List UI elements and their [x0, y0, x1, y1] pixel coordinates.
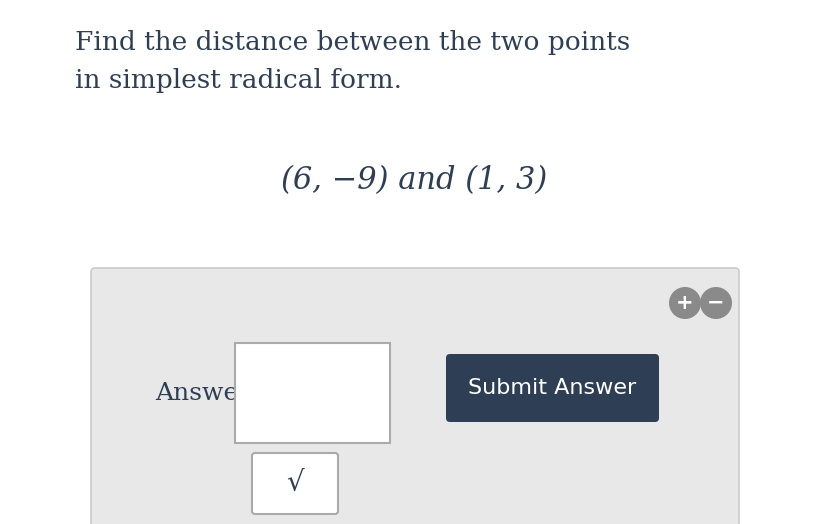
Text: √: √: [286, 470, 304, 497]
FancyBboxPatch shape: [251, 453, 337, 514]
FancyBboxPatch shape: [235, 343, 390, 443]
Circle shape: [699, 287, 731, 319]
Text: +: +: [676, 293, 693, 313]
Text: Submit Answer: Submit Answer: [468, 378, 636, 398]
Circle shape: [668, 287, 700, 319]
Text: (6, −9) and (1, 3): (6, −9) and (1, 3): [280, 165, 547, 196]
FancyBboxPatch shape: [91, 268, 739, 524]
Text: Answer:: Answer:: [155, 381, 259, 405]
Text: in simplest radical form.: in simplest radical form.: [75, 68, 402, 93]
FancyBboxPatch shape: [446, 354, 658, 422]
Text: −: −: [706, 293, 724, 313]
Text: Find the distance between the two points: Find the distance between the two points: [75, 30, 629, 55]
